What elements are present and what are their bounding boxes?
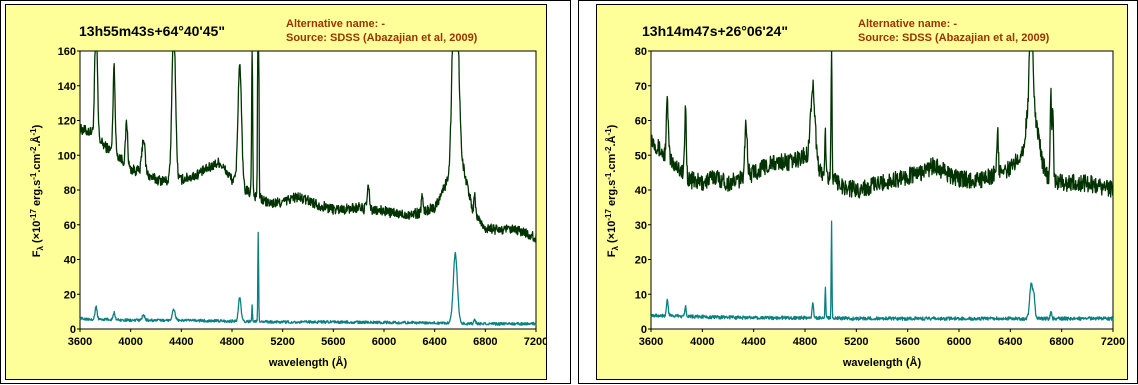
object-title: 13h14m47s+26°06'24"	[642, 23, 788, 39]
spectrum-line-lower	[79, 231, 537, 326]
y-axis-label: Fλ (×10-17 erg.s-1.cm-2.Å-1)	[604, 124, 620, 257]
y-tick-label: 160	[58, 46, 76, 58]
x-tick-label: 4000	[118, 336, 142, 348]
spectrum-line-lower	[650, 220, 1114, 321]
alt-name-label: Alternative name: -	[858, 18, 957, 30]
y-tick-label: 140	[58, 81, 76, 93]
chart-svg-left: 13h55m43s+64°40'45" Alternative name: - …	[29, 18, 548, 369]
series-group	[650, 50, 1114, 321]
x-tick-label: 4800	[220, 336, 244, 348]
spectrum-chart-left: 13h55m43s+64°40'45" Alternative name: - …	[5, 4, 548, 380]
y-tick-label: 30	[635, 220, 647, 232]
source-label: Source: SDSS (Abazajian et al, 2009)	[286, 32, 478, 44]
x-tick-label: 6800	[1049, 336, 1073, 348]
x-tick-label: 3600	[68, 336, 92, 348]
y-tick-label: 20	[635, 255, 647, 267]
x-axis: 3600 4000 4400 4800 5200 5600 6000 6400 6800 7200	[68, 329, 548, 348]
x-tick-label: 6000	[372, 336, 396, 348]
y-tick-label: 60	[635, 116, 647, 128]
y-tick-label: 40	[635, 185, 647, 197]
y-axis-label: Fλ (×10-17 erg.s-1.cm-2.Å-1)	[29, 124, 45, 257]
source-label: Source: SDSS (Abazajian et al, 2009)	[858, 32, 1050, 44]
y-tick-label: 60	[64, 220, 76, 232]
series-group	[79, 50, 537, 326]
x-tick-label: 6400	[998, 336, 1022, 348]
y-tick-label: 80	[635, 46, 647, 58]
x-tick-label: 6800	[473, 336, 497, 348]
y-tick-label: 120	[58, 116, 76, 128]
x-axis-label: wavelength (Å)	[268, 356, 348, 369]
y-tick-label: 50	[635, 150, 647, 162]
x-tick-label: 4800	[793, 336, 817, 348]
x-tick-label: 5200	[844, 336, 868, 348]
y-tick-label: 0	[641, 324, 647, 336]
plot-area	[79, 50, 537, 330]
object-title: 13h55m43s+64°40'45"	[79, 23, 225, 39]
y-tick-label: 10	[635, 289, 647, 301]
spectrum-line-upper	[79, 50, 537, 243]
x-tick-label: 5600	[895, 336, 919, 348]
y-tick-label: 40	[64, 255, 76, 267]
chart-svg-right: 13h14m47s+26°06'24" Alternative name: - …	[604, 18, 1125, 369]
x-tick-label: 6000	[947, 336, 971, 348]
y-tick-label: 80	[64, 185, 76, 197]
x-tick-label: 4400	[169, 336, 193, 348]
x-tick-label: 7200	[1101, 336, 1125, 348]
y-tick-label: 0	[70, 324, 76, 336]
spectrum-line-upper	[650, 50, 1114, 199]
x-tick-label: 5200	[270, 336, 294, 348]
alt-name-label: Alternative name: -	[286, 18, 385, 30]
x-tick-label: 6400	[422, 336, 446, 348]
x-axis: 3600 4000 4400 4800 5200 5600 6000 6400 6800 7200	[639, 329, 1125, 348]
cell-divider	[572, 0, 578, 385]
y-axis: 0 10 20 30 40 50 60 70 80	[635, 46, 651, 336]
spectrum-chart-right: 13h14m47s+26°06'24" Alternative name: - …	[596, 4, 1128, 380]
y-tick-label: 70	[635, 81, 647, 93]
x-tick-label: 5600	[321, 336, 345, 348]
y-tick-label: 20	[64, 289, 76, 301]
x-tick-label: 4400	[741, 336, 765, 348]
y-axis: 0 20 40 60 80 100 120 140 160	[58, 46, 80, 336]
x-tick-label: 4000	[690, 336, 714, 348]
x-axis-label: wavelength (Å)	[842, 356, 922, 369]
x-tick-label: 7200	[524, 336, 546, 348]
y-tick-label: 100	[58, 150, 76, 162]
x-tick-label: 3600	[639, 336, 663, 348]
